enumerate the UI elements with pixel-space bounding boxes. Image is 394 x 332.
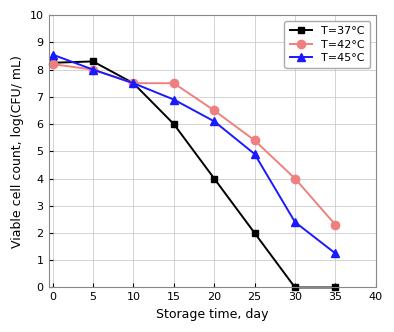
T=45°C: [171, 98, 176, 102]
T=37°C: [131, 81, 136, 85]
T=37°C: [50, 61, 55, 65]
T=37°C: [212, 177, 217, 181]
T=45°C: [252, 152, 257, 156]
T=45°C: [333, 251, 338, 255]
T=45°C: [131, 81, 136, 85]
X-axis label: Storage time, day: Storage time, day: [156, 308, 268, 321]
Y-axis label: Viable cell count, log(CFU/ mL): Viable cell count, log(CFU/ mL): [11, 55, 24, 248]
T=42°C: [50, 62, 55, 66]
T=37°C: [252, 231, 257, 235]
T=45°C: [50, 52, 55, 56]
T=37°C: [171, 122, 176, 126]
T=42°C: [333, 223, 338, 227]
T=45°C: [293, 220, 297, 224]
Line: T=37°C: T=37°C: [49, 58, 339, 291]
T=37°C: [91, 59, 95, 63]
T=42°C: [131, 81, 136, 85]
T=42°C: [171, 81, 176, 85]
T=42°C: [212, 109, 217, 113]
T=45°C: [212, 119, 217, 123]
Line: T=45°C: T=45°C: [48, 50, 340, 258]
Legend: T=37°C, T=42°C, T=45°C: T=37°C, T=42°C, T=45°C: [284, 21, 370, 68]
T=45°C: [91, 68, 95, 72]
T=42°C: [252, 138, 257, 142]
Line: T=42°C: T=42°C: [48, 60, 340, 229]
T=42°C: [91, 68, 95, 72]
T=42°C: [293, 177, 297, 181]
T=37°C: [293, 286, 297, 290]
T=37°C: [333, 286, 338, 290]
